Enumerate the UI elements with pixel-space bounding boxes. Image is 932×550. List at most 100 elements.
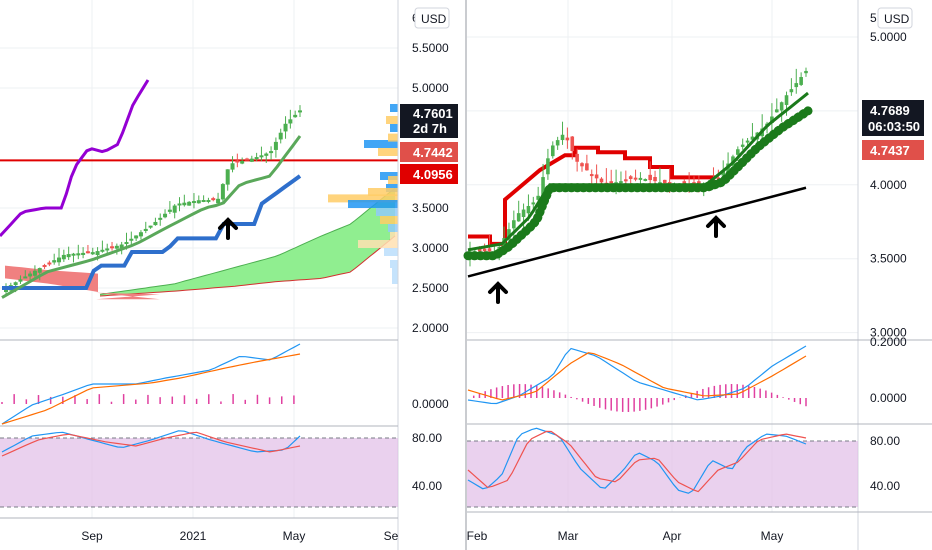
volume-profile-bar <box>328 194 398 203</box>
y-tick-label: 5.5000 <box>412 41 449 55</box>
left-chart: 5.50005.00003.50003.00002.50002.00006USD… <box>0 0 467 550</box>
candle-body <box>249 158 254 162</box>
y-tick-label: 2.0000 <box>412 321 449 335</box>
price-tag-red-1 <box>400 142 458 162</box>
y-tick-top-cut: 5 <box>870 11 877 25</box>
candle-body <box>143 228 148 232</box>
candle-body <box>28 273 33 277</box>
candle-body <box>779 102 784 111</box>
candle-body <box>240 160 245 164</box>
candle-body <box>580 163 584 167</box>
y-tick-label: 3.5000 <box>870 252 907 266</box>
candle-body <box>220 184 225 200</box>
x-tick-label: Se <box>384 529 399 543</box>
candle-body <box>589 174 594 177</box>
candle-body <box>546 158 550 175</box>
purple-line <box>0 79 150 238</box>
black-trend-line <box>467 186 807 278</box>
volume-profile-bar <box>388 133 398 142</box>
up-arrow-marker <box>706 215 726 238</box>
candle-body <box>633 177 638 180</box>
green-band-upper <box>467 91 809 252</box>
stoch-d-left <box>1 431 301 457</box>
candle-body <box>119 244 124 249</box>
x-tick-label: Feb <box>467 529 488 543</box>
candle-body <box>536 195 540 200</box>
candle-body <box>507 229 511 240</box>
candle-body <box>293 114 298 118</box>
candle-body <box>196 200 201 204</box>
candle-body <box>172 205 177 213</box>
candle-body <box>110 246 115 249</box>
candle-body <box>90 252 95 255</box>
candle-body <box>482 248 487 252</box>
price-tag-countdown: 2d 7h <box>413 121 447 136</box>
candle-body <box>264 153 269 156</box>
candle-body <box>736 149 740 155</box>
up-arrow-marker <box>488 281 508 304</box>
candle-body <box>624 179 628 182</box>
candle-body <box>71 253 76 256</box>
candle-body <box>487 248 492 252</box>
volume-profile-bar <box>392 276 398 284</box>
candle-body <box>148 225 153 228</box>
candle-body <box>273 141 278 150</box>
candle-body <box>52 260 57 263</box>
candle-body <box>18 279 23 282</box>
ichimoku-cloud-green <box>100 188 395 296</box>
candle-body <box>244 158 249 161</box>
price-tag-red-value: 4.7437 <box>870 143 910 158</box>
candle-body <box>100 249 105 252</box>
stoch-band <box>467 441 858 507</box>
candles-left <box>4 105 302 297</box>
volume-profile-bar <box>348 200 398 208</box>
macd-tick-label: 0.0000 <box>412 397 449 411</box>
candle-body <box>521 209 526 218</box>
currency-label: USD <box>884 12 910 26</box>
volume-profile-bar <box>386 116 398 124</box>
volume-profile-bar <box>390 232 398 240</box>
candle-body <box>682 181 687 185</box>
price-tag-red <box>862 140 924 160</box>
candle-body <box>230 163 235 170</box>
candle-body <box>114 245 119 249</box>
candle-body <box>721 170 726 176</box>
candle-body <box>594 174 599 179</box>
stoch-band <box>0 438 398 507</box>
price-tag-red-2-value: 4.0956 <box>413 167 453 182</box>
candle-body <box>784 95 789 105</box>
stoch-tick-40: 40.00 <box>412 479 442 493</box>
candle-body <box>95 251 100 256</box>
candle-body <box>288 119 293 124</box>
price-tag-current <box>862 100 924 136</box>
macd-tick-label: 0.0000 <box>870 391 907 405</box>
candle-body <box>23 276 28 279</box>
candle-body <box>560 134 565 141</box>
candle-body <box>13 282 18 286</box>
candle-body <box>570 136 575 152</box>
candle-body <box>206 200 211 202</box>
candle-body <box>550 145 555 157</box>
candle-body <box>269 151 274 154</box>
candle-body <box>225 169 230 185</box>
candle-body <box>138 232 143 237</box>
candle-body <box>124 242 129 245</box>
candle-body <box>211 198 216 201</box>
x-tick-label: Mar <box>558 529 579 543</box>
candle-body <box>47 262 52 265</box>
up-arrow-marker <box>218 217 238 240</box>
candle-body <box>638 177 643 180</box>
macd-tick-label: 0.2000 <box>870 335 907 349</box>
candle-body <box>201 200 206 202</box>
right-chart: 5.00004.50004.00003.50003.00005USD4.7689… <box>463 0 932 550</box>
candle-body <box>628 176 633 179</box>
candle-body <box>531 202 536 205</box>
candle-body <box>191 201 196 204</box>
candle-body <box>643 178 648 181</box>
candle-body <box>477 249 482 252</box>
candle-body <box>516 213 521 222</box>
candle-body <box>81 252 86 255</box>
candle-body <box>697 181 701 185</box>
candle-body <box>653 176 657 182</box>
